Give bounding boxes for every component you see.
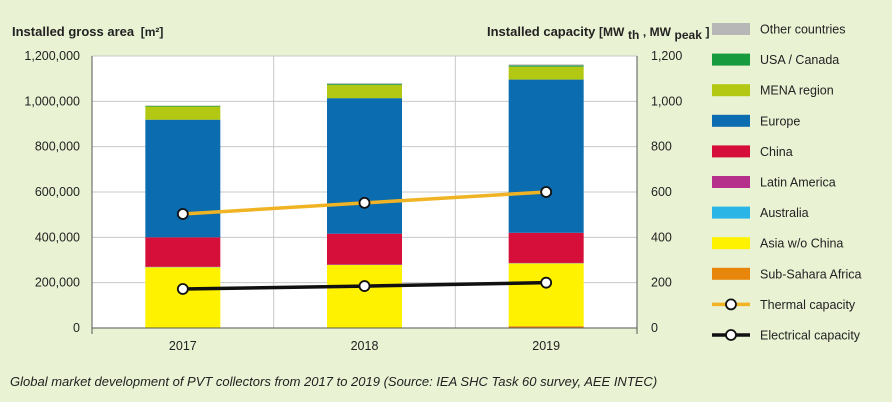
legend-label-mena-region: MENA region (760, 84, 834, 98)
right-tick-label: 1,200 (651, 49, 682, 63)
pvt-market-chart: 0 0 200,000 200 400,000 400 600,000 600 800,000 8… (12, 23, 861, 354)
thermal-capacity-marker (358, 196, 371, 209)
left-tick-label: 1,000,000 (24, 94, 80, 108)
bar-segment-usa-canada (508, 65, 584, 67)
bar-segment-china (327, 233, 402, 265)
legend-swatch-latin-america (712, 176, 750, 188)
bar-segment-other-countries (508, 64, 584, 66)
bar-segment-europe (327, 98, 402, 234)
legend-label-asia-w-o-china: Asia w/o China (760, 237, 843, 251)
bar-segment-china (145, 237, 221, 267)
bar-segment-mena-region (508, 66, 584, 80)
bar-segment-usa-canada (327, 84, 402, 86)
lines-layer (176, 186, 553, 295)
left-tick-label: 600,000 (35, 185, 80, 199)
x-tick-label: 2017 (169, 339, 197, 353)
legend-swatch-europe (712, 114, 750, 127)
legend-swatch-china (712, 145, 750, 158)
electrical-capacity-marker (176, 283, 189, 295)
right-tick-label: 600 (651, 185, 672, 199)
legend-marker-electrical-capacity (725, 329, 737, 341)
x-tick-label: 2018 (351, 339, 379, 353)
bar-segment-asia-w-o-china (145, 267, 221, 328)
bar-segment-asia-w-o-china (327, 264, 402, 328)
right-tick-label: 400 (651, 230, 672, 244)
left-axis-title: Installed gross area [m²] (12, 24, 163, 39)
thermal-capacity-marker (540, 186, 553, 198)
legend: Other countries USA / Canada MENA region Eu… (712, 23, 861, 343)
legend-swatch-australia (712, 206, 750, 219)
legend-swatch-usa-canada (712, 53, 750, 66)
legend-swatch-asia-w-o-china (712, 237, 750, 250)
bar-segment-europe (508, 79, 584, 233)
left-tick-label: 200,000 (35, 276, 80, 290)
x-tick-label: 2019 (532, 339, 560, 353)
right-axis-unit: [MW (599, 25, 625, 39)
legend-label-china: China (760, 145, 793, 159)
bar-segment-sub-sahara-africa (508, 326, 584, 328)
thermal-capacity-marker (176, 208, 189, 220)
bar-segment-asia-w-o-china (508, 263, 584, 327)
legend-label-latin-america: Latin America (760, 176, 836, 190)
legend-swatch-sub-sahara-africa (712, 267, 750, 280)
left-tick-label: 800,000 (35, 140, 80, 154)
bar-segment-other-countries (327, 83, 402, 85)
right-tick-label: 200 (651, 276, 672, 290)
figure-caption: Global market development of PVT collect… (10, 374, 658, 389)
legend-label-europe: Europe (760, 114, 800, 128)
bar-segment-mena-region (145, 106, 221, 120)
legend-label-electrical-capacity: Electrical capacity (760, 329, 861, 343)
legend-swatch-mena-region (712, 84, 750, 97)
legend-label-sub-sahara-africa: Sub-Sahara Africa (760, 267, 861, 281)
right-tick-label: 0 (651, 321, 658, 335)
right-tick-label: 1,000 (651, 94, 682, 108)
legend-label-thermal-capacity: Thermal capacity (760, 298, 856, 312)
electrical-capacity-marker (540, 276, 553, 289)
left-axis-unit: [m²] (141, 25, 164, 39)
legend-label-australia: Australia (760, 206, 809, 220)
left-tick-label: 400,000 (35, 230, 80, 244)
electrical-capacity-marker (358, 280, 371, 292)
bar-segment-usa-canada (145, 105, 221, 107)
legend-marker-thermal-capacity (725, 298, 737, 311)
right-tick-label: 800 (651, 140, 672, 154)
ticks-layer: 0 0 200,000 200 400,000 400 600,000 600 800,000 8… (24, 49, 682, 353)
legend-swatch-other-countries (712, 23, 750, 35)
bar-segment-china (508, 232, 584, 263)
legend-label-usa-canada: USA / Canada (760, 53, 839, 67)
bar-segment-mena-region (327, 85, 402, 99)
legend-label-other-countries: Other countries (760, 23, 845, 37)
left-tick-label: 0 (73, 321, 80, 335)
right-axis-title: Installed capacity [MW th , MW peak ] (487, 24, 710, 42)
left-tick-label: 1,200,000 (24, 49, 80, 63)
